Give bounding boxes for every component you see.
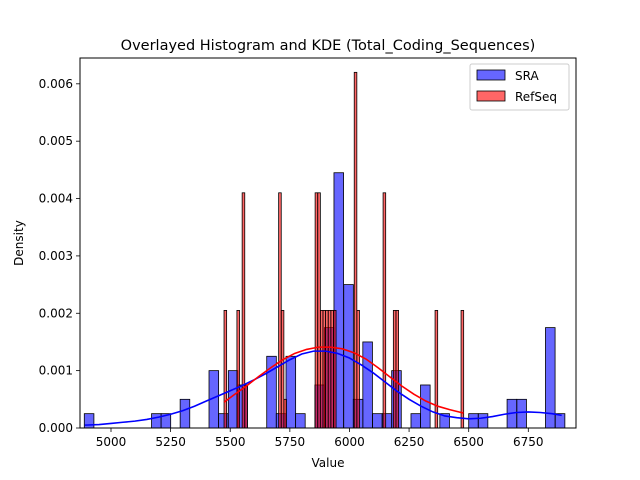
y-tick-label: 0.005 bbox=[39, 134, 73, 148]
y-tick-label: 0.006 bbox=[39, 77, 73, 91]
sra-bar-10 bbox=[285, 355, 297, 429]
refseq-bar-16 bbox=[356, 309, 360, 429]
kde-lines bbox=[84, 346, 562, 426]
x-tick-label: 5250 bbox=[155, 435, 186, 449]
refseq-bar-17 bbox=[382, 192, 387, 429]
refseq-kde-line bbox=[223, 346, 464, 414]
x-tick-label: 5750 bbox=[275, 435, 306, 449]
sra-bar-3 bbox=[179, 398, 191, 429]
x-tick-label: 6000 bbox=[334, 435, 365, 449]
sra-bar-17 bbox=[362, 341, 373, 429]
y-tick-label: 0.002 bbox=[39, 306, 73, 320]
sra-bar-11 bbox=[295, 413, 306, 429]
y-tick-label: 0.001 bbox=[39, 364, 73, 378]
x-axis-label: Value bbox=[312, 456, 345, 470]
refseq-bar-0 bbox=[223, 309, 228, 429]
x-tick-label: 5000 bbox=[96, 435, 127, 449]
y-axis-ticks: 0.000 0.001 0.002 0.003 0.004 0.005 0.006 bbox=[39, 77, 80, 435]
refseq-bar-2 bbox=[241, 192, 246, 429]
refseq-bar-11 bbox=[325, 309, 329, 429]
refseq-bar-1 bbox=[236, 309, 240, 429]
chart-title: Overlayed Histogram and KDE (Total_Codin… bbox=[121, 38, 536, 54]
y-tick-label: 0.000 bbox=[39, 421, 73, 435]
legend: SRA RefSeq bbox=[469, 63, 570, 111]
refseq-bar-7 bbox=[314, 192, 319, 429]
sra-bar-24 bbox=[468, 413, 479, 429]
refseq-bar-6 bbox=[283, 398, 287, 429]
refseq-bar-3 bbox=[244, 384, 248, 429]
x-tick-label: 5500 bbox=[215, 435, 246, 449]
refseq-bar-21 bbox=[460, 309, 465, 429]
x-tick-label: 6500 bbox=[453, 435, 484, 449]
refseq-bar-4 bbox=[278, 192, 282, 429]
refseq-bar-10 bbox=[322, 309, 326, 429]
refseq-bar-5 bbox=[280, 309, 285, 429]
refseq-bar-12 bbox=[327, 309, 332, 429]
refseq-bar-8 bbox=[317, 192, 321, 429]
y-tick-label: 0.004 bbox=[39, 192, 73, 206]
sra-bar-6 bbox=[227, 370, 239, 429]
sra-bar-21 bbox=[410, 413, 421, 429]
sra-bar-18 bbox=[372, 413, 383, 429]
refseq-bar-20 bbox=[434, 309, 439, 429]
refseq-bar-19 bbox=[395, 309, 399, 429]
x-tick-label: 6250 bbox=[394, 435, 425, 449]
refseq-bar-15 bbox=[353, 71, 358, 429]
refseq-bar-18 bbox=[392, 309, 397, 429]
y-tick-label: 0.003 bbox=[39, 249, 73, 263]
legend-label-sra: SRA bbox=[515, 69, 539, 83]
legend-swatch-sra bbox=[476, 69, 506, 81]
sra-kde-line bbox=[84, 350, 562, 426]
legend-swatch-refseq bbox=[476, 90, 506, 102]
sra-bar-25 bbox=[477, 413, 489, 429]
legend-label-refseq: RefSeq bbox=[515, 90, 557, 104]
sra-bar-27 bbox=[516, 398, 527, 429]
refseq-bar-13 bbox=[330, 309, 334, 429]
refseq-bar-14 bbox=[333, 309, 337, 429]
y-axis-label: Density bbox=[12, 220, 26, 266]
x-axis-ticks: 5000 5250 5500 5750 6000 6250 6500 6750 bbox=[96, 428, 544, 449]
refseq-bar-9 bbox=[319, 309, 324, 429]
x-tick-label: 6750 bbox=[513, 435, 544, 449]
sra-bar-1 bbox=[151, 413, 162, 429]
plot-frame bbox=[79, 57, 577, 429]
